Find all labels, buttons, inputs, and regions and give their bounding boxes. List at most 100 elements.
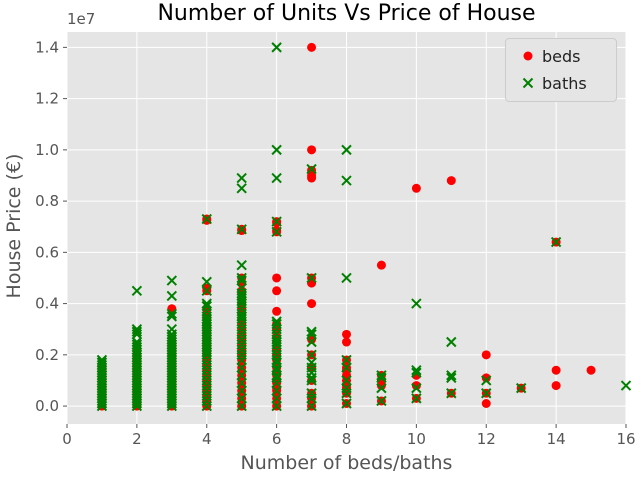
data-point-baths bbox=[306, 393, 317, 404]
data-point-baths bbox=[306, 375, 317, 386]
legend-label-beds: beds bbox=[542, 46, 581, 66]
data-point-beds bbox=[342, 337, 351, 347]
data-point-baths bbox=[446, 336, 457, 348]
legend-item-beds: beds bbox=[506, 44, 581, 68]
x-tick-label: 0 bbox=[62, 430, 72, 448]
data-point-baths bbox=[131, 285, 143, 296]
data-point-baths bbox=[236, 290, 247, 302]
legend: beds baths bbox=[505, 38, 617, 102]
data-point-baths bbox=[306, 400, 317, 412]
data-point-baths bbox=[271, 364, 282, 376]
data-point-baths bbox=[411, 298, 422, 309]
data-point-beds bbox=[342, 329, 351, 339]
y-tick-label: 1.2 bbox=[35, 90, 59, 108]
data-point-baths bbox=[236, 377, 247, 389]
data-point-beds bbox=[586, 365, 596, 375]
data-point-baths bbox=[341, 375, 352, 386]
series-baths bbox=[96, 42, 632, 412]
data-point-baths bbox=[236, 362, 247, 373]
data-point-baths bbox=[341, 362, 352, 373]
data-point-baths bbox=[236, 311, 247, 322]
data-point-baths bbox=[271, 400, 282, 412]
data-point-baths bbox=[236, 275, 247, 286]
y-axis-offset-label: 1e7 bbox=[67, 10, 96, 28]
y-tick-label: 0.6 bbox=[35, 243, 59, 261]
data-point-beds bbox=[272, 273, 282, 283]
data-point-baths bbox=[271, 349, 282, 361]
data-point-baths bbox=[341, 272, 352, 284]
data-point-baths bbox=[411, 367, 422, 378]
data-point-baths bbox=[341, 354, 352, 366]
data-point-baths bbox=[201, 276, 212, 288]
data-point-beds bbox=[202, 283, 212, 293]
x-tick-label: 8 bbox=[342, 430, 352, 448]
data-point-baths bbox=[271, 216, 282, 227]
data-point-baths bbox=[166, 323, 178, 335]
data-point-baths bbox=[306, 349, 317, 361]
data-point-baths bbox=[411, 364, 422, 376]
y-tick-label: 0.0 bbox=[35, 397, 59, 415]
data-point-baths bbox=[131, 326, 143, 337]
data-point-baths bbox=[236, 172, 247, 184]
data-point-baths bbox=[166, 290, 178, 302]
x-axis-label: Number of beds/baths bbox=[240, 452, 453, 474]
data-point-beds bbox=[446, 176, 456, 186]
x-tick-label: 16 bbox=[616, 430, 635, 448]
x-tick-label: 12 bbox=[477, 430, 496, 448]
data-point-baths bbox=[341, 398, 352, 409]
data-point-baths bbox=[201, 213, 212, 225]
data-point-baths bbox=[201, 285, 212, 296]
data-point-baths bbox=[481, 388, 492, 399]
data-point-baths bbox=[306, 326, 317, 337]
data-point-baths bbox=[550, 236, 562, 248]
legend-circle-marker bbox=[523, 51, 533, 61]
y-tick-label: 0.4 bbox=[35, 295, 59, 313]
data-point-baths bbox=[131, 323, 143, 335]
y-axis-label: House Price (€) bbox=[3, 153, 25, 299]
data-point-baths bbox=[201, 300, 212, 312]
data-point-baths bbox=[271, 226, 282, 238]
data-point-baths bbox=[271, 172, 282, 184]
data-point-baths bbox=[341, 175, 352, 186]
data-point-baths bbox=[306, 163, 317, 175]
data-point-baths bbox=[131, 336, 143, 348]
chart-title: Number of Units Vs Price of House bbox=[157, 1, 536, 26]
data-point-baths bbox=[201, 313, 212, 325]
data-point-beds bbox=[307, 42, 317, 52]
data-point-baths bbox=[306, 367, 317, 378]
x-tick-label: 14 bbox=[547, 430, 566, 448]
data-point-beds bbox=[481, 373, 491, 383]
x-tick-label: 10 bbox=[407, 430, 426, 448]
data-point-beds bbox=[237, 347, 247, 357]
data-point-baths bbox=[201, 298, 212, 309]
data-point-baths bbox=[166, 275, 178, 286]
data-point-baths bbox=[236, 283, 247, 294]
data-point-baths bbox=[515, 382, 527, 394]
data-point-beds bbox=[411, 381, 421, 391]
data-point-beds bbox=[551, 365, 561, 375]
y-tick-label: 0.8 bbox=[35, 192, 59, 210]
data-point-baths bbox=[376, 395, 387, 407]
data-point-beds bbox=[272, 306, 282, 316]
data-point-beds bbox=[307, 299, 317, 309]
data-point-baths bbox=[411, 393, 422, 404]
data-point-baths bbox=[376, 382, 387, 394]
data-point-baths bbox=[306, 336, 317, 348]
data-point-baths bbox=[306, 329, 317, 340]
data-point-beds bbox=[237, 332, 247, 342]
y-tick-label: 1.4 bbox=[35, 38, 59, 56]
data-point-baths bbox=[236, 259, 247, 271]
data-point-baths bbox=[236, 183, 247, 194]
data-point-beds bbox=[411, 183, 421, 193]
data-point-baths bbox=[236, 385, 247, 396]
data-point-beds bbox=[481, 399, 491, 409]
y-axis-ticks: 0.0 0.2 0.4 0.6 0.8 1.0 1.2 1.4 bbox=[35, 38, 67, 415]
legend-item-baths: baths bbox=[506, 71, 587, 95]
data-point-baths bbox=[96, 354, 108, 366]
data-point-beds bbox=[376, 260, 386, 270]
data-point-baths bbox=[271, 318, 282, 330]
data-point-baths bbox=[411, 382, 422, 394]
data-point-baths bbox=[306, 357, 317, 368]
x-tick-label: 6 bbox=[272, 430, 282, 448]
legend-x-marker bbox=[522, 77, 534, 89]
